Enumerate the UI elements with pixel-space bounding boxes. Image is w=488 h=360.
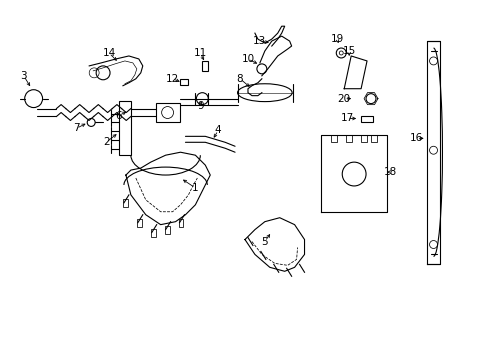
Text: 5: 5 (261, 237, 267, 247)
Text: 8: 8 (236, 74, 243, 84)
Bar (331, 135, 337, 142)
Bar (122, 199, 128, 207)
Text: 3: 3 (20, 71, 27, 81)
Bar (178, 219, 183, 227)
Text: 7: 7 (73, 123, 80, 134)
Text: 20: 20 (337, 94, 350, 104)
Text: 16: 16 (409, 133, 423, 143)
Bar (155, 103, 180, 122)
Text: 15: 15 (342, 46, 355, 56)
Text: 9: 9 (197, 100, 203, 111)
Bar (346, 135, 351, 142)
Text: 11: 11 (193, 48, 206, 58)
Bar (370, 135, 376, 142)
Text: 12: 12 (165, 74, 179, 84)
Bar (119, 100, 131, 155)
Text: 13: 13 (253, 36, 266, 46)
Text: 6: 6 (116, 111, 122, 121)
Text: 18: 18 (384, 167, 397, 177)
Bar (164, 226, 169, 234)
Text: 1: 1 (192, 183, 198, 193)
Bar (360, 135, 366, 142)
Text: 2: 2 (102, 137, 109, 147)
Bar (137, 219, 142, 227)
Text: 19: 19 (330, 34, 343, 44)
Text: 10: 10 (241, 54, 254, 64)
Bar (180, 79, 188, 85)
Text: 14: 14 (102, 48, 116, 58)
Bar (360, 117, 372, 122)
Bar (150, 229, 155, 237)
Text: 4: 4 (214, 125, 221, 135)
Bar (202, 61, 208, 71)
Text: 17: 17 (340, 113, 353, 123)
